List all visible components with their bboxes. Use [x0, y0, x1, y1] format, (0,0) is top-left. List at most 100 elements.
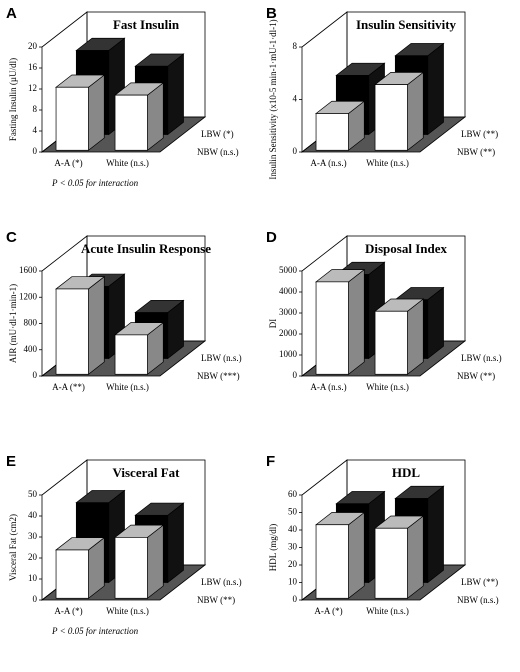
panel: E Visceral Fat Visceral Fat (cm2) P < 0.05 … — [6, 453, 242, 636]
legend-label: LBW (n.s.) — [201, 577, 242, 587]
bar-front — [374, 84, 408, 151]
y-tick-label: 10 — [288, 577, 298, 587]
y-tick-label: 20 — [28, 41, 38, 51]
bar-front — [55, 86, 89, 151]
y-tick-label: 30 — [28, 531, 38, 541]
y-tick-label: 20 — [28, 552, 38, 562]
legend-label: NBW (**) — [197, 595, 235, 605]
panel: F HDL HDL (mg/dl) 0 10 20 30 40 50 60 A-A (*) White… — [266, 453, 499, 616]
panel-title: Fast Insulin — [113, 17, 180, 32]
y-tick-label: 4000 — [279, 286, 298, 296]
bar-front — [114, 536, 148, 599]
x-tick-label: A-A (**) — [52, 382, 85, 392]
y-tick-label: 50 — [28, 489, 38, 499]
bar-front — [374, 310, 408, 375]
y-tick-label: 0 — [293, 146, 298, 156]
bar-side — [407, 515, 424, 599]
panel-title: Insulin Sensitivity — [356, 17, 457, 32]
y-tick-label: 12 — [28, 83, 37, 93]
y-tick-label: 8 — [33, 104, 38, 114]
y-axis-label: Visceral Fat (cm2) — [8, 514, 18, 581]
y-tick-label: 0 — [33, 146, 38, 156]
y-tick-label: 8 — [293, 41, 298, 51]
bar-side — [348, 268, 365, 375]
y-axis-label: Fasting Insulin (µU/dl) — [8, 58, 18, 141]
bar — [374, 515, 425, 599]
y-tick-label: 40 — [28, 510, 38, 520]
panel-title: HDL — [392, 465, 421, 480]
bar-side — [147, 524, 164, 599]
panel-letter: B — [266, 5, 277, 22]
legend-label: NBW (***) — [197, 371, 240, 381]
y-tick-label: 40 — [288, 524, 298, 534]
panel: A Fast Insulin Fasting Insulin (µU/dl) P < … — [6, 5, 239, 188]
bar — [315, 268, 366, 375]
x-tick-label: White (n.s.) — [366, 158, 409, 168]
bar-front — [55, 288, 89, 375]
panel: C Acute Insulin Response AIR (mU·dl-1·min-… — [6, 229, 242, 392]
y-tick-label: 4 — [33, 125, 38, 135]
panel-letter: D — [266, 229, 277, 246]
footnote: P < 0.05 for interaction — [51, 178, 139, 188]
y-axis-label: AIR (mU·dl-1·min-1) — [8, 284, 18, 363]
bar-side — [88, 74, 105, 151]
panel: D Disposal Index DI 0 1000 2000 3000 4000 5000 A-… — [266, 229, 502, 392]
bar-side — [167, 53, 184, 136]
y-tick-label: 10 — [28, 573, 38, 583]
y-axis-label: HDL (mg/dl) — [268, 524, 278, 571]
panel-title: Disposal Index — [365, 241, 447, 256]
legend-label: LBW (*) — [201, 129, 234, 139]
panel-title: Acute Insulin Response — [81, 241, 211, 256]
bar — [55, 275, 106, 375]
bar — [114, 321, 165, 375]
panel-letter: F — [266, 453, 275, 470]
y-tick-label: 1600 — [19, 265, 38, 275]
y-tick-label: 60 — [288, 489, 298, 499]
panel-letter: A — [6, 5, 17, 22]
y-tick-label: 400 — [24, 344, 38, 354]
legend-label: LBW (n.s.) — [201, 353, 242, 363]
x-tick-label: A-A (*) — [54, 158, 82, 168]
bar-side — [348, 511, 365, 599]
x-tick-label: White (n.s.) — [106, 382, 149, 392]
y-tick-label: 0 — [33, 594, 38, 604]
y-tick-label: 2000 — [279, 328, 298, 338]
bar-front — [55, 549, 89, 599]
legend-label: LBW (**) — [461, 577, 498, 587]
panel-letter: E — [6, 453, 16, 470]
legend-label: NBW (**) — [457, 147, 495, 157]
bar-front — [114, 334, 148, 375]
panel: B Insulin Sensitivity Insulin Sensitivity … — [266, 5, 498, 180]
footnote: P < 0.05 for interaction — [51, 626, 139, 636]
bar — [374, 298, 425, 375]
bar-front — [315, 524, 349, 599]
y-axis-label: Insulin Sensitivity (x10-5 min-1·mU-1·dl… — [268, 19, 278, 179]
y-tick-label: 0 — [33, 370, 38, 380]
y-tick-label: 3000 — [279, 307, 298, 317]
x-tick-label: White (n.s.) — [366, 382, 409, 392]
bar — [315, 100, 366, 151]
bar-side — [427, 485, 444, 584]
y-tick-label: 50 — [288, 507, 298, 517]
bar-front — [315, 113, 349, 151]
bar — [114, 82, 165, 151]
x-tick-label: White (n.s.) — [106, 606, 149, 616]
bar-front — [114, 94, 148, 151]
legend-label: NBW (n.s.) — [197, 147, 239, 157]
y-tick-label: 800 — [24, 318, 38, 328]
panel-letter: C — [6, 229, 17, 246]
y-tick-label: 0 — [293, 594, 298, 604]
x-tick-label: White (n.s.) — [106, 158, 149, 168]
bar-front — [315, 281, 349, 375]
legend-label: LBW (**) — [461, 129, 498, 139]
y-axis-label: DI — [268, 319, 278, 329]
x-tick-label: A-A (*) — [314, 606, 342, 616]
bar-side — [427, 42, 444, 136]
x-tick-label: White (n.s.) — [366, 606, 409, 616]
bar — [55, 74, 106, 151]
y-tick-label: 1000 — [279, 349, 298, 359]
legend-label: LBW (n.s.) — [461, 353, 502, 363]
y-tick-label: 0 — [293, 370, 298, 380]
